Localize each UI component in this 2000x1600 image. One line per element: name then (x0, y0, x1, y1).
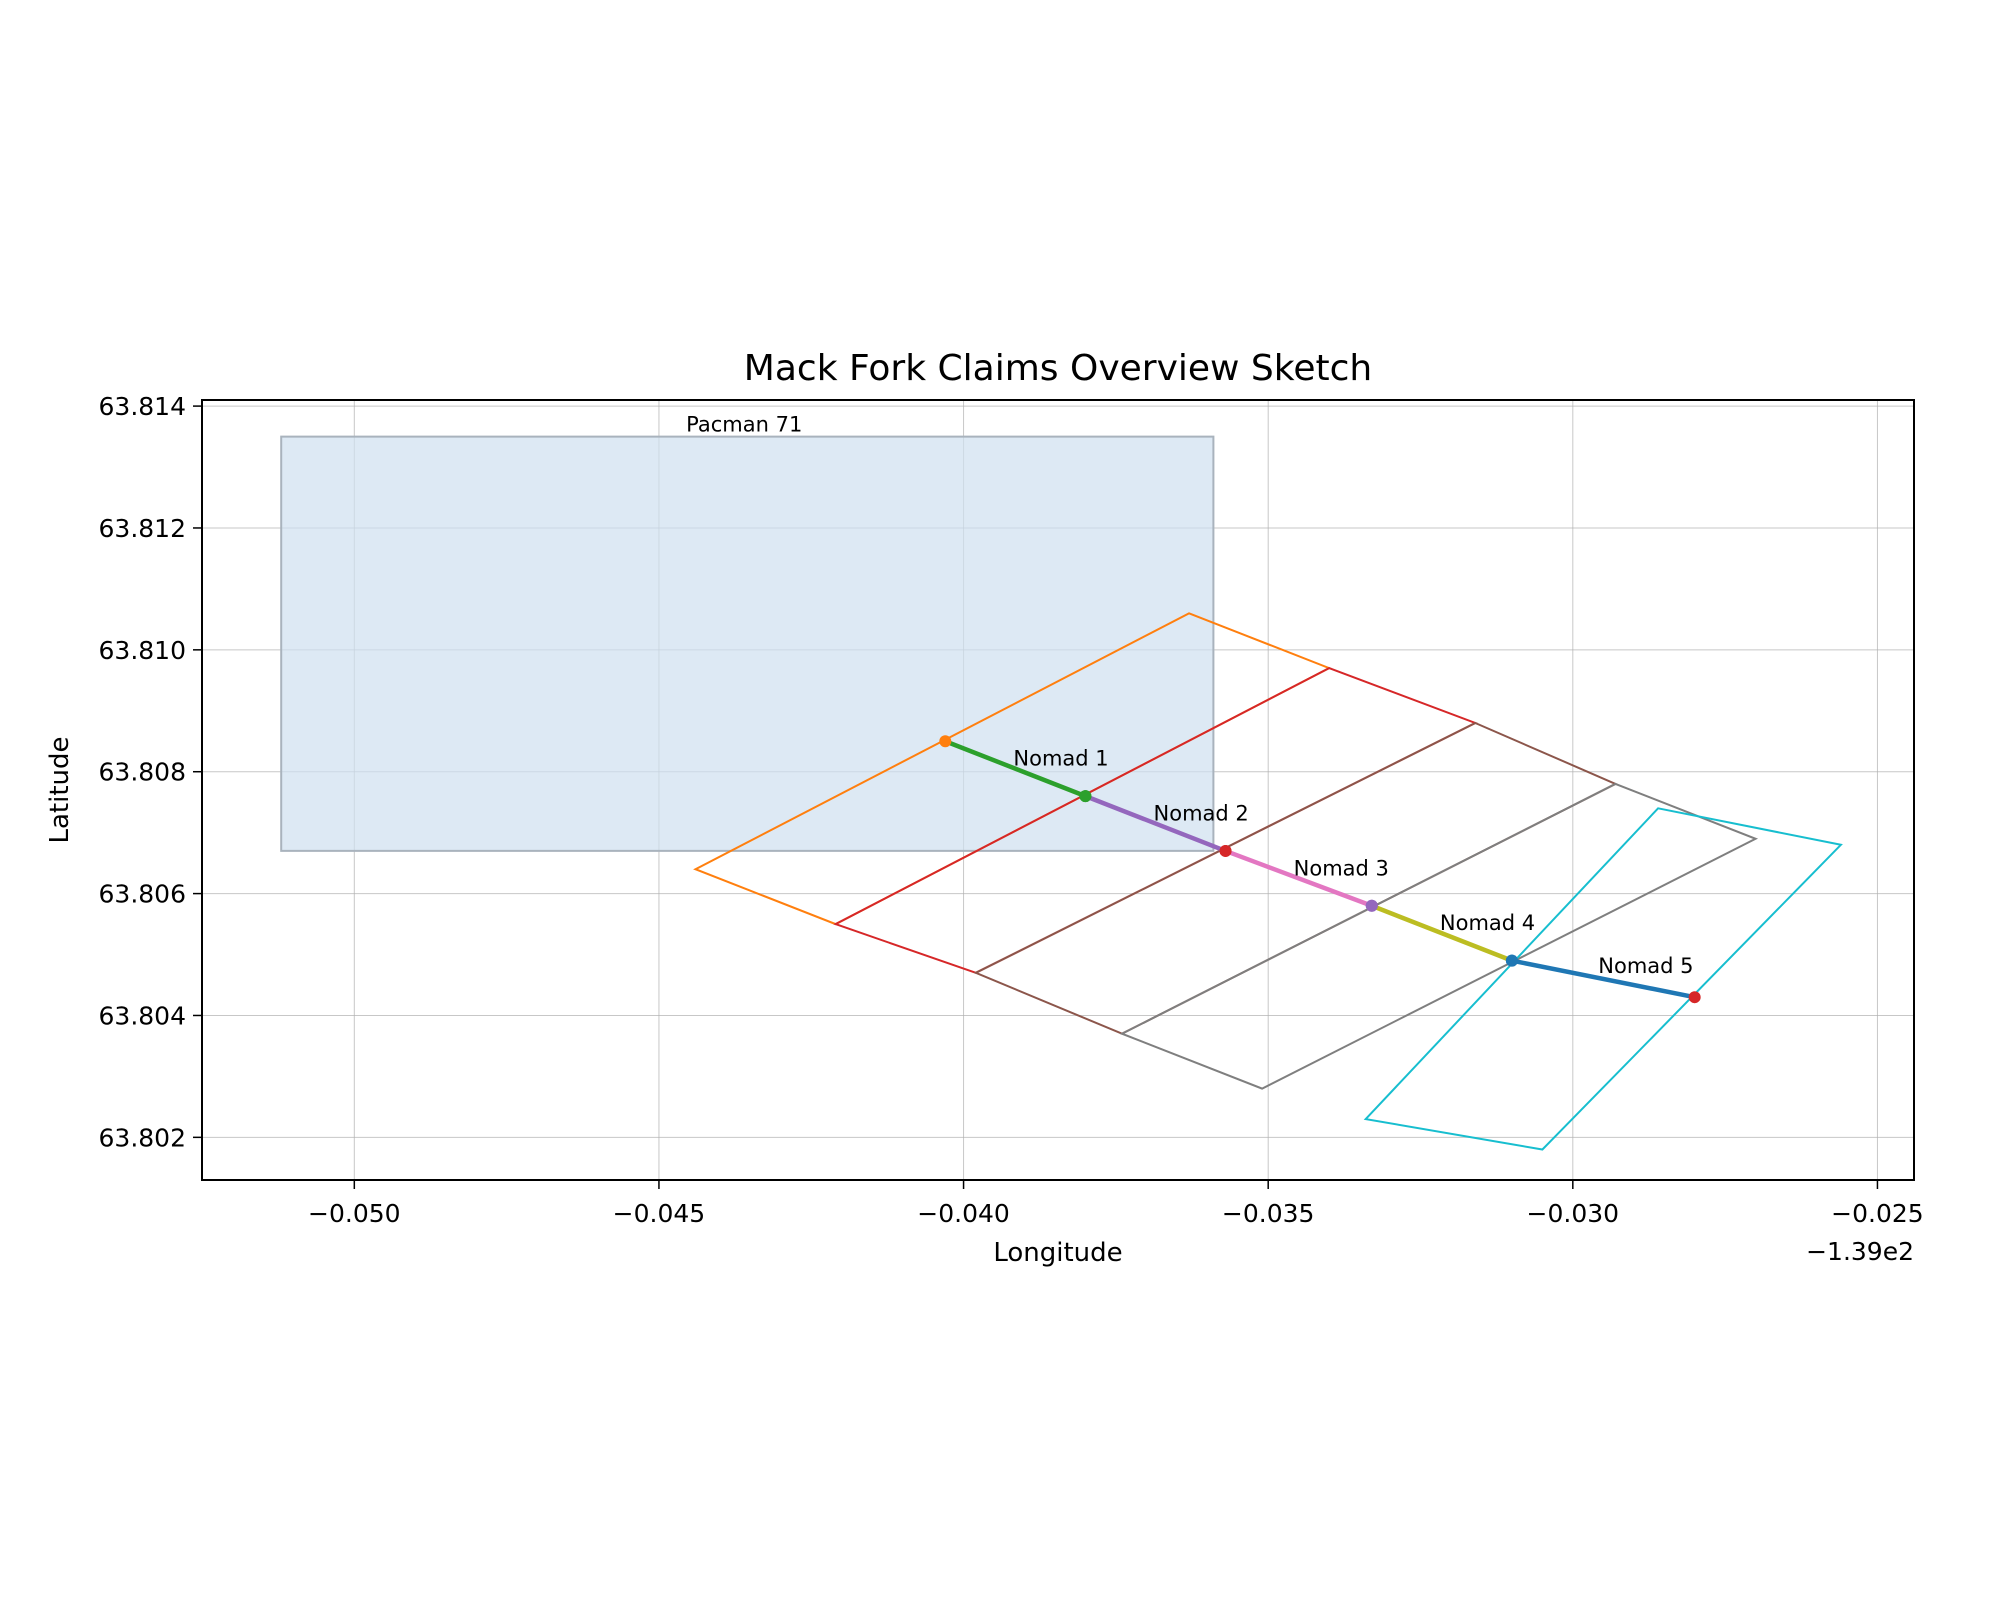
y-tick-label: 63.802 (99, 1123, 186, 1152)
claim-start-marker-nomad-5 (1505, 954, 1518, 967)
y-tick-label: 63.814 (99, 392, 186, 421)
x-axis-label: Longitude (993, 1238, 1122, 1268)
area-label-pacman-71: Pacman 71 (686, 412, 802, 436)
claim-line-nomad-2 (1083, 793, 1228, 854)
claim-line-nomad-1 (943, 739, 1088, 799)
axis-ticks: −0.050 −0.045 −0.040 −0.035 −0.030 −0.025 63.8… (99, 392, 1924, 1228)
claim-lines (943, 739, 1697, 1000)
claim-line-nomad-4 (1369, 903, 1515, 963)
claim-areas (280, 435, 1215, 852)
claim-start-marker-nomad-4 (1365, 899, 1378, 912)
y-tick-label: 63.806 (99, 880, 186, 909)
claim-label-nomad-2: Nomad 2 (1154, 801, 1249, 825)
claim-line-nomad-3 (1223, 848, 1375, 909)
y-tick-label: 63.804 (99, 1001, 186, 1030)
claim-polygon-5 (1363, 807, 1843, 1151)
claim-polygons (693, 612, 1843, 1151)
claim-start-marker-nomad-2 (1079, 790, 1092, 803)
claim-label-nomad-4: Nomad 4 (1440, 911, 1535, 935)
claim-polygon-4 (1119, 782, 1759, 1090)
x-tick-label: −0.040 (917, 1199, 1010, 1228)
x-axis-offset-label: −1.39e2 (1806, 1237, 1914, 1266)
claim-end-marker-nomad-5 (1688, 991, 1701, 1004)
x-tick-label: −0.030 (1527, 1199, 1620, 1228)
claim-label-nomad-1: Nomad 1 (1013, 747, 1108, 771)
x-tick-label: −0.045 (613, 1199, 706, 1228)
x-tick-label: −0.050 (308, 1199, 401, 1228)
claim-markers (939, 735, 1701, 1004)
claim-start-marker-nomad-3 (1219, 844, 1232, 857)
claim-area-pacman-71 (280, 435, 1215, 852)
chart-title: Mack Fork Claims Overview Sketch (744, 348, 1372, 389)
y-axis-label: Latitude (45, 736, 75, 843)
x-tick-label: −0.035 (1222, 1199, 1315, 1228)
y-tick-label: 63.812 (99, 514, 186, 543)
claim-label-nomad-5: Nomad 5 (1598, 954, 1693, 978)
y-tick-label: 63.808 (99, 758, 186, 787)
x-tick-label: −0.025 (1831, 1199, 1924, 1228)
y-tick-label: 63.810 (99, 636, 186, 665)
claim-label-nomad-3: Nomad 3 (1294, 856, 1389, 880)
claim-start-marker-nomad-1 (939, 735, 952, 748)
plot-frame (201, 399, 1915, 1181)
claim-line-nomad-5 (1509, 958, 1697, 1000)
claim-labels: Nomad 1 Nomad 2 Nomad 3 Nomad 4 Nomad 5 Pacma… (686, 412, 1693, 977)
